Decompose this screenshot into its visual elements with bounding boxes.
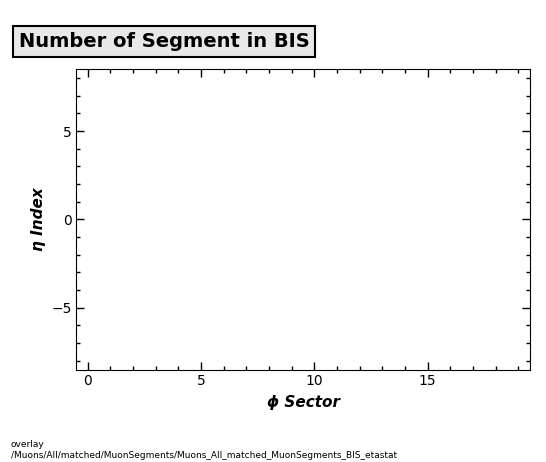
X-axis label: ϕ Sector: ϕ Sector <box>266 394 340 410</box>
Y-axis label: η Index: η Index <box>31 188 46 251</box>
Text: overlay
/Muons/All/matched/MuonSegments/Muons_All_matched_MuonSegments_BIS_etast: overlay /Muons/All/matched/MuonSegments/… <box>11 440 397 460</box>
Text: Number of Segment in BIS: Number of Segment in BIS <box>19 32 310 51</box>
